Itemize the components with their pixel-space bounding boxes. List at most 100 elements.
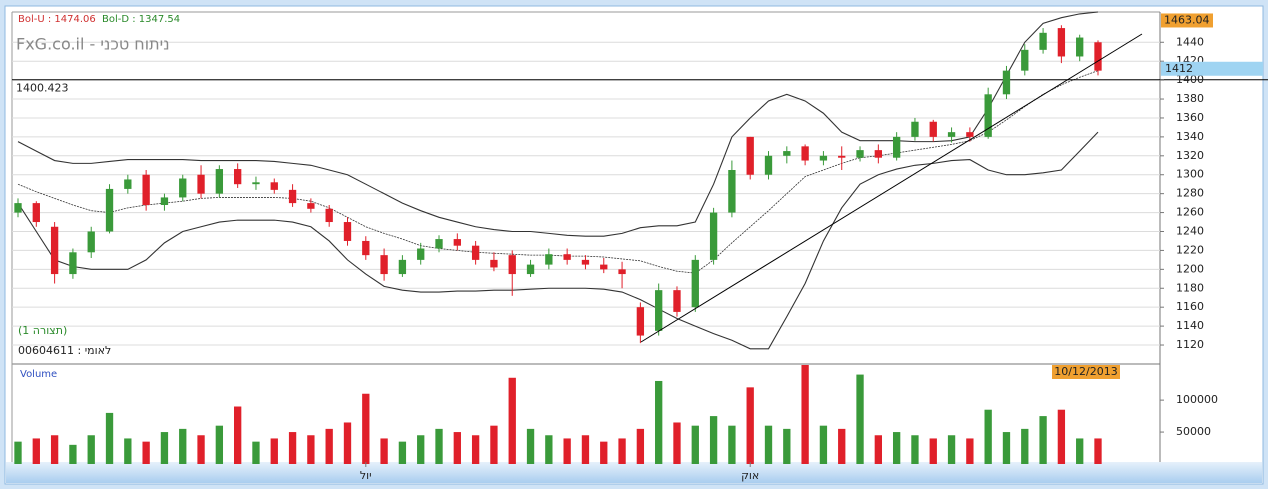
- candle-body: [32, 203, 40, 223]
- y-tick-label: 1120: [1176, 338, 1204, 351]
- candle-body: [819, 155, 828, 161]
- trend-line: [640, 33, 1143, 343]
- candle-body: [197, 174, 205, 194]
- candle-body: [874, 150, 882, 158]
- candle-body: [1002, 70, 1011, 95]
- candle-body: [783, 151, 791, 156]
- volume-bar: [1021, 428, 1029, 464]
- last-price-label: 1412: [1165, 62, 1193, 75]
- candle-body: [563, 254, 571, 260]
- panel: [4, 5, 1264, 485]
- y-tick-label: 1340: [1176, 130, 1204, 143]
- volume-bar: [984, 409, 992, 464]
- y-tick-label: 1240: [1176, 224, 1204, 237]
- candle-body: [911, 121, 919, 137]
- candle-body: [343, 222, 352, 241]
- candle-body: [966, 132, 974, 137]
- volume-bar: [50, 435, 59, 464]
- volume-bar: [435, 428, 443, 464]
- volume-bar: [32, 438, 40, 464]
- volume-bar: [453, 432, 461, 464]
- y-tick-label: 1280: [1176, 187, 1204, 200]
- candle-body: [252, 182, 260, 185]
- candle-body: [838, 155, 846, 158]
- y-tick-label: 1360: [1176, 111, 1204, 124]
- volume-bar: [892, 432, 901, 464]
- candle-body: [380, 255, 388, 275]
- y-tick-label: 1180: [1176, 281, 1204, 294]
- band-middle: [17, 70, 1099, 274]
- time-strip: [6, 462, 1262, 483]
- candle-body: [453, 239, 461, 246]
- y2-tick-label: 50000: [1176, 425, 1211, 438]
- volume-bar: [325, 428, 333, 464]
- volume-bar: [69, 444, 77, 464]
- candle-body: [1094, 42, 1102, 71]
- volume-bar: [929, 438, 937, 464]
- volume-bar: [417, 435, 425, 464]
- volume-bar: [270, 438, 278, 464]
- candle-body: [1039, 32, 1047, 50]
- volume-bar: [288, 432, 297, 464]
- volume-bar: [709, 416, 718, 464]
- volume-bar: [197, 435, 205, 464]
- volume-bar: [655, 380, 663, 464]
- candle-body: [764, 155, 773, 175]
- y-tick-label: 1200: [1176, 262, 1204, 275]
- volume-bar: [380, 438, 388, 464]
- high-marker-box: [1161, 13, 1213, 28]
- x-tick-label: יול: [360, 469, 372, 482]
- level-label: 1400.423: [16, 82, 69, 95]
- volume-bar: [728, 425, 736, 464]
- site-title: FxG.co.il - ניתוח טכני: [16, 35, 170, 54]
- candle-body: [362, 240, 370, 256]
- volume-bar: [252, 441, 260, 464]
- volume-bar: [1002, 432, 1011, 464]
- candle-body: [270, 182, 278, 190]
- volume-bar: [563, 438, 571, 464]
- candle-body: [856, 150, 864, 158]
- volume-bar: [673, 422, 681, 464]
- candle-body: [673, 290, 681, 312]
- volume-title: Volume: [20, 369, 57, 380]
- volume-bar: [124, 438, 132, 464]
- y-tick-label: 1300: [1176, 168, 1204, 181]
- candle-body: [325, 208, 333, 223]
- bol-u: Bol-U : 1474.06: [18, 14, 96, 25]
- high-marker-label: 1463.04: [1164, 13, 1210, 26]
- candle-body: [50, 226, 59, 275]
- candle-body: [1076, 37, 1084, 57]
- candle-body: [215, 169, 224, 194]
- candle-body: [709, 212, 718, 260]
- volume-bar: [545, 435, 553, 464]
- volume-bar: [581, 435, 590, 464]
- date-label: 10/12/2013: [1054, 365, 1117, 378]
- y-tick-label: 1260: [1176, 206, 1204, 219]
- volume-bar: [215, 425, 224, 464]
- volume-bar: [179, 428, 187, 464]
- candle-body: [600, 264, 608, 270]
- volume-bar: [490, 425, 498, 464]
- volume-bar: [600, 441, 608, 464]
- candle-body: [1057, 28, 1066, 57]
- volume-bar: [911, 435, 919, 464]
- candle-body: [105, 188, 114, 232]
- candle-body: [14, 203, 22, 213]
- candle-body: [234, 169, 242, 185]
- volume-bar: [966, 438, 974, 464]
- candle-body: [435, 239, 443, 249]
- y-tick-label: 1220: [1176, 243, 1204, 256]
- volume-bar: [819, 425, 828, 464]
- volume-bar: [801, 365, 809, 464]
- y-tick-label: 1320: [1176, 149, 1204, 162]
- y-tick-label: 1380: [1176, 92, 1204, 105]
- volume-bar: [362, 393, 370, 464]
- candle-body: [288, 189, 297, 204]
- candle-body: [545, 254, 553, 265]
- volume-bar: [691, 425, 699, 464]
- candle-body: [160, 197, 169, 206]
- candle-body: [984, 94, 992, 137]
- volume-bar: [783, 428, 791, 464]
- candle-body: [947, 132, 956, 137]
